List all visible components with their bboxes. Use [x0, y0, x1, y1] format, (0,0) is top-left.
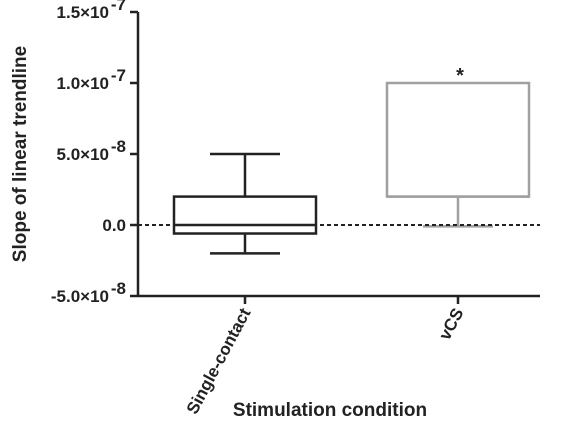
y-tick-exponent: -7: [111, 0, 126, 14]
y-tick-exponent: -8: [111, 137, 126, 156]
x-tick-label: vCS: [435, 305, 467, 343]
significance-marker: *: [456, 65, 464, 87]
y-tick-label: 1.5×10: [57, 3, 109, 22]
y-axis-title: Slope of linear trendline: [10, 46, 31, 262]
box-iqr: [385, 81, 531, 198]
y-tick-label: -5.0×10: [51, 287, 109, 306]
x-axis-title: Stimulation condition: [233, 400, 427, 421]
y-tick-label: 1.0×10: [57, 74, 109, 93]
box-series: *: [172, 65, 531, 255]
y-tick-label: 0.0: [102, 216, 126, 235]
y-tick-exponent: -7: [111, 66, 126, 85]
y-tick-label: 5.0×10: [57, 145, 109, 164]
box-iqr: [172, 195, 318, 235]
y-tick-exponent: -8: [111, 279, 126, 298]
box-vcs: *: [385, 65, 531, 228]
y-axis-ticks: -5.0×10 -80.05.0×10 -81.0×10 -71.5×10 -7: [51, 0, 138, 306]
box-single-contact: [172, 152, 318, 255]
